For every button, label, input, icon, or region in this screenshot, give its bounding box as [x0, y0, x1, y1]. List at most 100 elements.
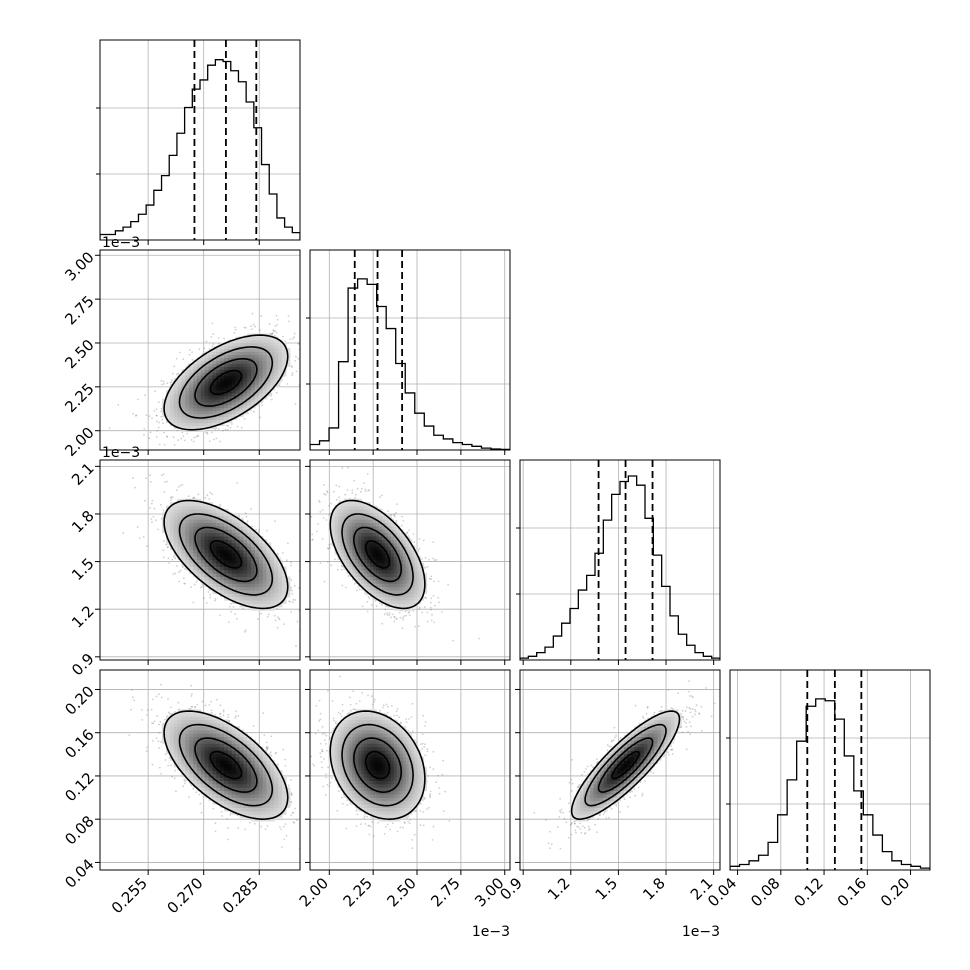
density-cell: [208, 512, 213, 517]
sample-point: [252, 323, 255, 326]
density-cell: [204, 576, 210, 581]
y-tick-label-2-3: 1.8: [68, 507, 98, 537]
density-cell: [173, 519, 179, 523]
density-cell: [189, 542, 194, 547]
density-cell: [235, 366, 241, 370]
sample-point: [341, 584, 344, 587]
sample-point: [161, 383, 164, 386]
y-tick-label-2-2: 1.5: [68, 555, 98, 585]
density-cell: [258, 593, 264, 598]
sample-point: [153, 410, 156, 412]
sample-point: [452, 639, 454, 642]
density-cell: [196, 566, 202, 571]
density-cell: [270, 383, 275, 388]
density-cell: [212, 348, 217, 352]
density-cell: [166, 505, 171, 510]
density-cell: [251, 354, 256, 358]
sample-point: [188, 353, 191, 356]
sample-point: [182, 577, 185, 580]
density-cell: [220, 378, 225, 382]
density-cell: [224, 413, 229, 418]
density-cell: [200, 542, 206, 547]
density-cell: [227, 372, 233, 376]
density-cell: [235, 360, 241, 364]
sample-point: [311, 538, 314, 541]
sample-point: [178, 580, 181, 583]
density-cell: [196, 369, 202, 373]
sample-point: [375, 605, 378, 607]
density-cell: [227, 354, 233, 358]
density-cell: [247, 576, 252, 581]
density-cell: [166, 407, 171, 412]
density-cell: [270, 583, 275, 588]
density-cell: [239, 532, 244, 537]
density-cell: [212, 351, 217, 355]
density-cell: [216, 395, 221, 400]
density-cell: [239, 576, 244, 581]
sample-point: [430, 578, 433, 581]
sample-point: [274, 329, 277, 332]
density-cell: [239, 410, 244, 415]
sample-point: [293, 585, 296, 587]
sample-point: [198, 348, 201, 351]
sample-point: [217, 337, 220, 339]
sample-point: [288, 600, 290, 603]
sample-point: [187, 363, 190, 366]
density-cell: [166, 404, 171, 409]
density-cell: [216, 525, 221, 530]
density-cell: [227, 357, 233, 361]
density-cell: [200, 392, 206, 397]
density-cell: [193, 549, 198, 554]
density-cell: [196, 508, 202, 513]
sample-point: [205, 340, 208, 343]
sample-point: [212, 333, 215, 335]
density-cell: [278, 348, 283, 352]
density-cell: [270, 589, 275, 594]
density-cell: [235, 525, 241, 530]
density-cell: [185, 559, 190, 564]
density-cell: [270, 348, 275, 352]
density-cell: [212, 519, 217, 523]
sample-point: [251, 328, 253, 331]
density-cell: [169, 386, 175, 391]
density-cell: [166, 532, 171, 537]
density-cell: [239, 556, 244, 561]
sample-point: [150, 481, 152, 483]
density-cell: [224, 535, 229, 540]
sample-point: [302, 578, 304, 580]
density-cell: [235, 372, 241, 376]
density-cell: [227, 363, 233, 367]
density-cell: [266, 566, 271, 571]
density-cell: [204, 354, 210, 358]
density-cell: [258, 389, 264, 394]
sample-point: [290, 561, 292, 564]
density-cell: [235, 401, 241, 406]
density-cell: [254, 348, 260, 352]
density-cell: [239, 351, 244, 355]
density-cell: [227, 556, 233, 561]
density-cell: [200, 505, 206, 510]
sample-point: [214, 599, 216, 602]
density-cell: [220, 389, 225, 394]
density-cell: [235, 363, 241, 367]
sample-point: [153, 507, 156, 510]
sample-point: [201, 586, 204, 588]
sample-point: [271, 332, 274, 335]
density-cell: [200, 576, 206, 581]
density-cell: [208, 579, 213, 584]
sample-point: [292, 601, 294, 604]
panel-1-0: 2.002.252.502.753.00: [61, 248, 301, 460]
density-cell: [270, 606, 275, 611]
density-cell: [235, 549, 241, 554]
sample-point: [426, 565, 429, 568]
sample-point: [289, 601, 291, 603]
density-cell: [200, 566, 206, 571]
density-cell: [258, 556, 264, 561]
density-cell: [181, 505, 186, 510]
density-cell: [224, 519, 229, 523]
density-cell: [278, 576, 283, 581]
density-cell: [169, 529, 175, 534]
density-cell: [220, 345, 225, 349]
sample-point: [381, 494, 383, 497]
density-cell: [212, 556, 217, 561]
